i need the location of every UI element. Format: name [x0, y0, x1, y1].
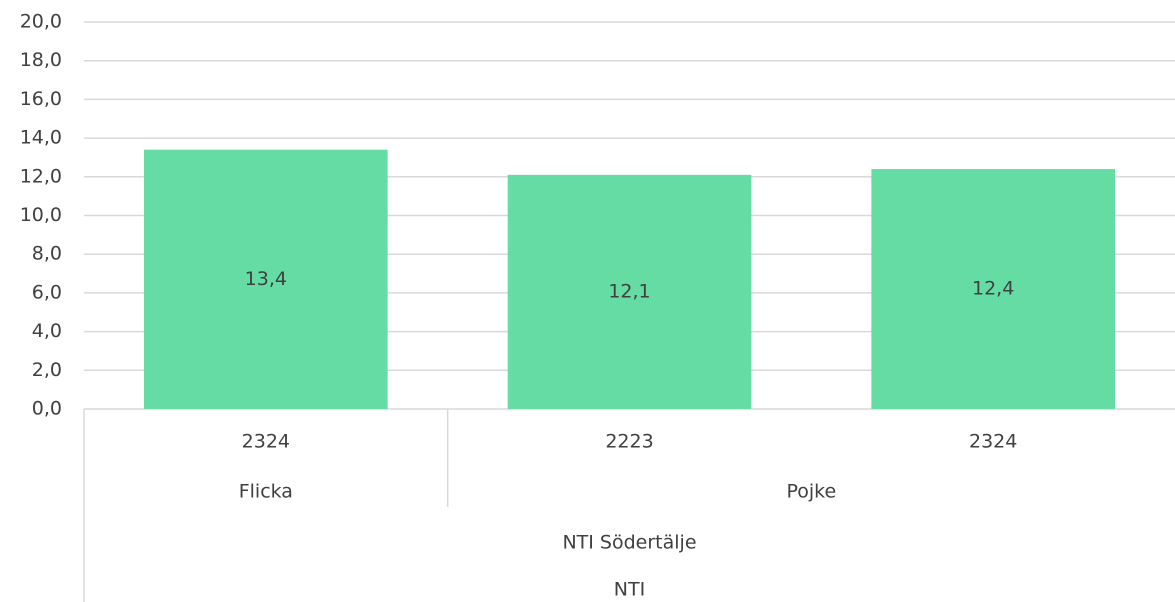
y-tick-label: 12,0 [20, 165, 62, 187]
y-tick-label: 6,0 [32, 281, 62, 303]
outer-label: NTI Södertälje [562, 532, 696, 554]
y-tick-label: 16,0 [20, 88, 62, 110]
x-tick-label: 2324 [969, 431, 1017, 453]
y-tick-label: 10,0 [20, 204, 62, 226]
data-label: 12,1 [608, 280, 650, 302]
y-tick-label: 0,0 [32, 398, 62, 420]
y-tick-label: 14,0 [20, 127, 62, 149]
data-label: 13,4 [245, 268, 287, 290]
x-tick-label: 2324 [242, 431, 290, 453]
y-tick-label: 4,0 [32, 320, 62, 342]
data-label: 12,4 [972, 278, 1014, 300]
bar [507, 174, 752, 409]
outer-label: NTI [614, 579, 645, 601]
bar [144, 149, 388, 409]
bar [871, 169, 1115, 409]
group-label: Pojke [786, 481, 836, 503]
y-tick-label: 8,0 [32, 243, 62, 265]
group-label: Flicka [239, 481, 293, 503]
y-tick-label: 18,0 [20, 49, 62, 71]
x-tick-label: 2223 [605, 431, 653, 453]
y-tick-label: 20,0 [20, 11, 62, 33]
y-tick-label: 2,0 [32, 359, 62, 381]
